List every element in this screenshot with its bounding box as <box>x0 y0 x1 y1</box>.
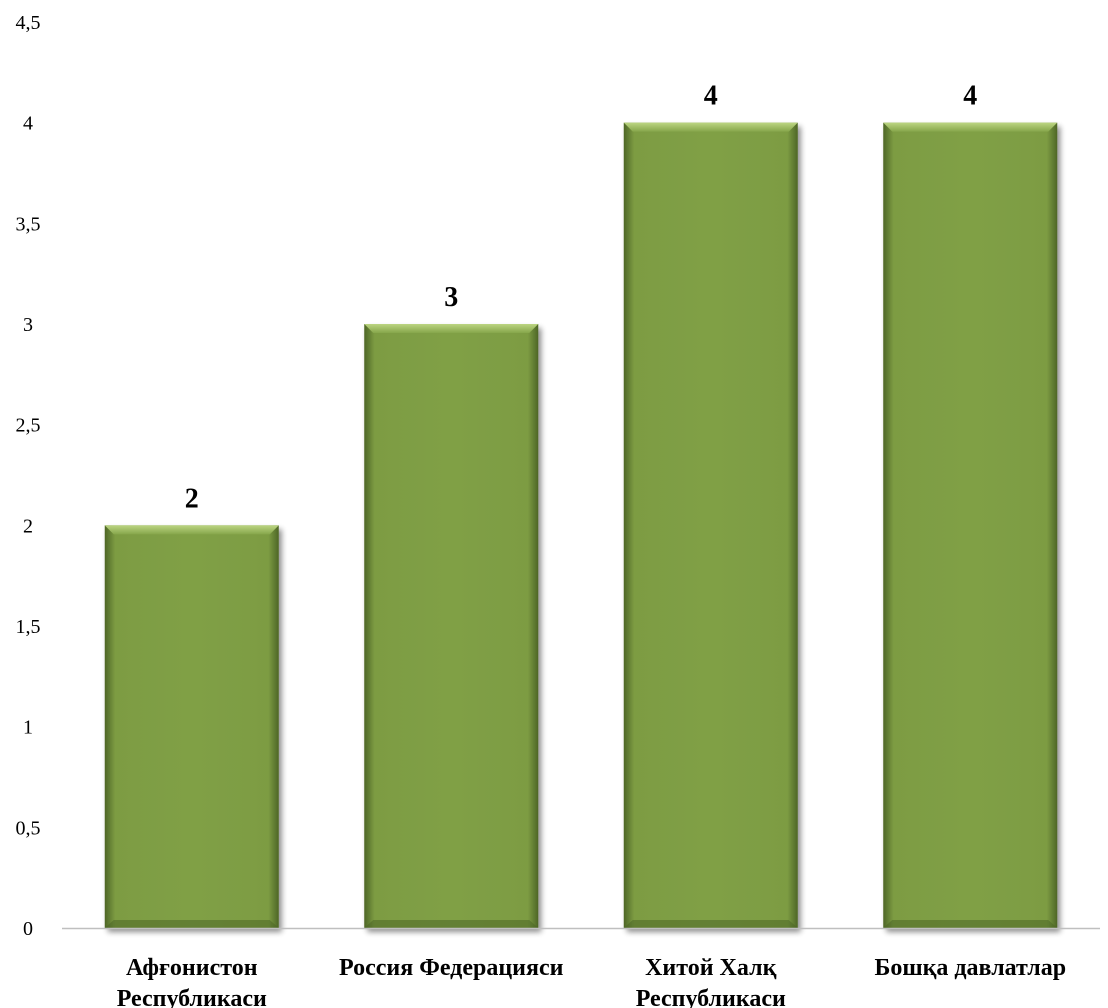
data-labels: 2 3 4 4 <box>185 81 978 515</box>
y-tick-label: 3,5 <box>16 213 41 235</box>
y-tick-label: 3 <box>23 314 33 336</box>
bar <box>883 122 1058 928</box>
y-tick-label: 2,5 <box>16 415 41 437</box>
bar-value-label: 2 <box>185 483 199 514</box>
category-label: Республикаси <box>117 986 267 1008</box>
bars <box>104 122 1058 928</box>
bar <box>104 525 279 928</box>
y-tick-label: 1 <box>23 717 33 739</box>
x-axis: Афғонистон Республикаси Россия Федерацияси… <box>62 927 1100 1008</box>
category-label: Республикаси <box>636 986 786 1008</box>
category-label: Бошқа давлатлар <box>874 955 1066 981</box>
bar <box>364 324 539 928</box>
bar-value-label: 3 <box>444 282 458 313</box>
y-tick-label: 4 <box>23 113 33 135</box>
category-label: Россия Федерацияси <box>339 955 564 981</box>
y-tick-label: 1,5 <box>16 616 41 638</box>
bar-value-label: 4 <box>963 81 977 112</box>
bar <box>623 122 798 928</box>
y-tick-label: 2 <box>23 515 33 537</box>
y-tick-label: 4,5 <box>16 12 41 34</box>
y-tick-label: 0 <box>23 918 33 940</box>
category-label: Хитой Халқ <box>645 955 776 981</box>
y-axis: 0 0,5 1 1,5 2 2,5 3 3,5 4 4,5 <box>16 12 41 940</box>
y-tick-label: 0,5 <box>16 817 41 839</box>
bar-value-label: 4 <box>704 81 718 112</box>
category-label: Афғонистон <box>126 955 258 981</box>
